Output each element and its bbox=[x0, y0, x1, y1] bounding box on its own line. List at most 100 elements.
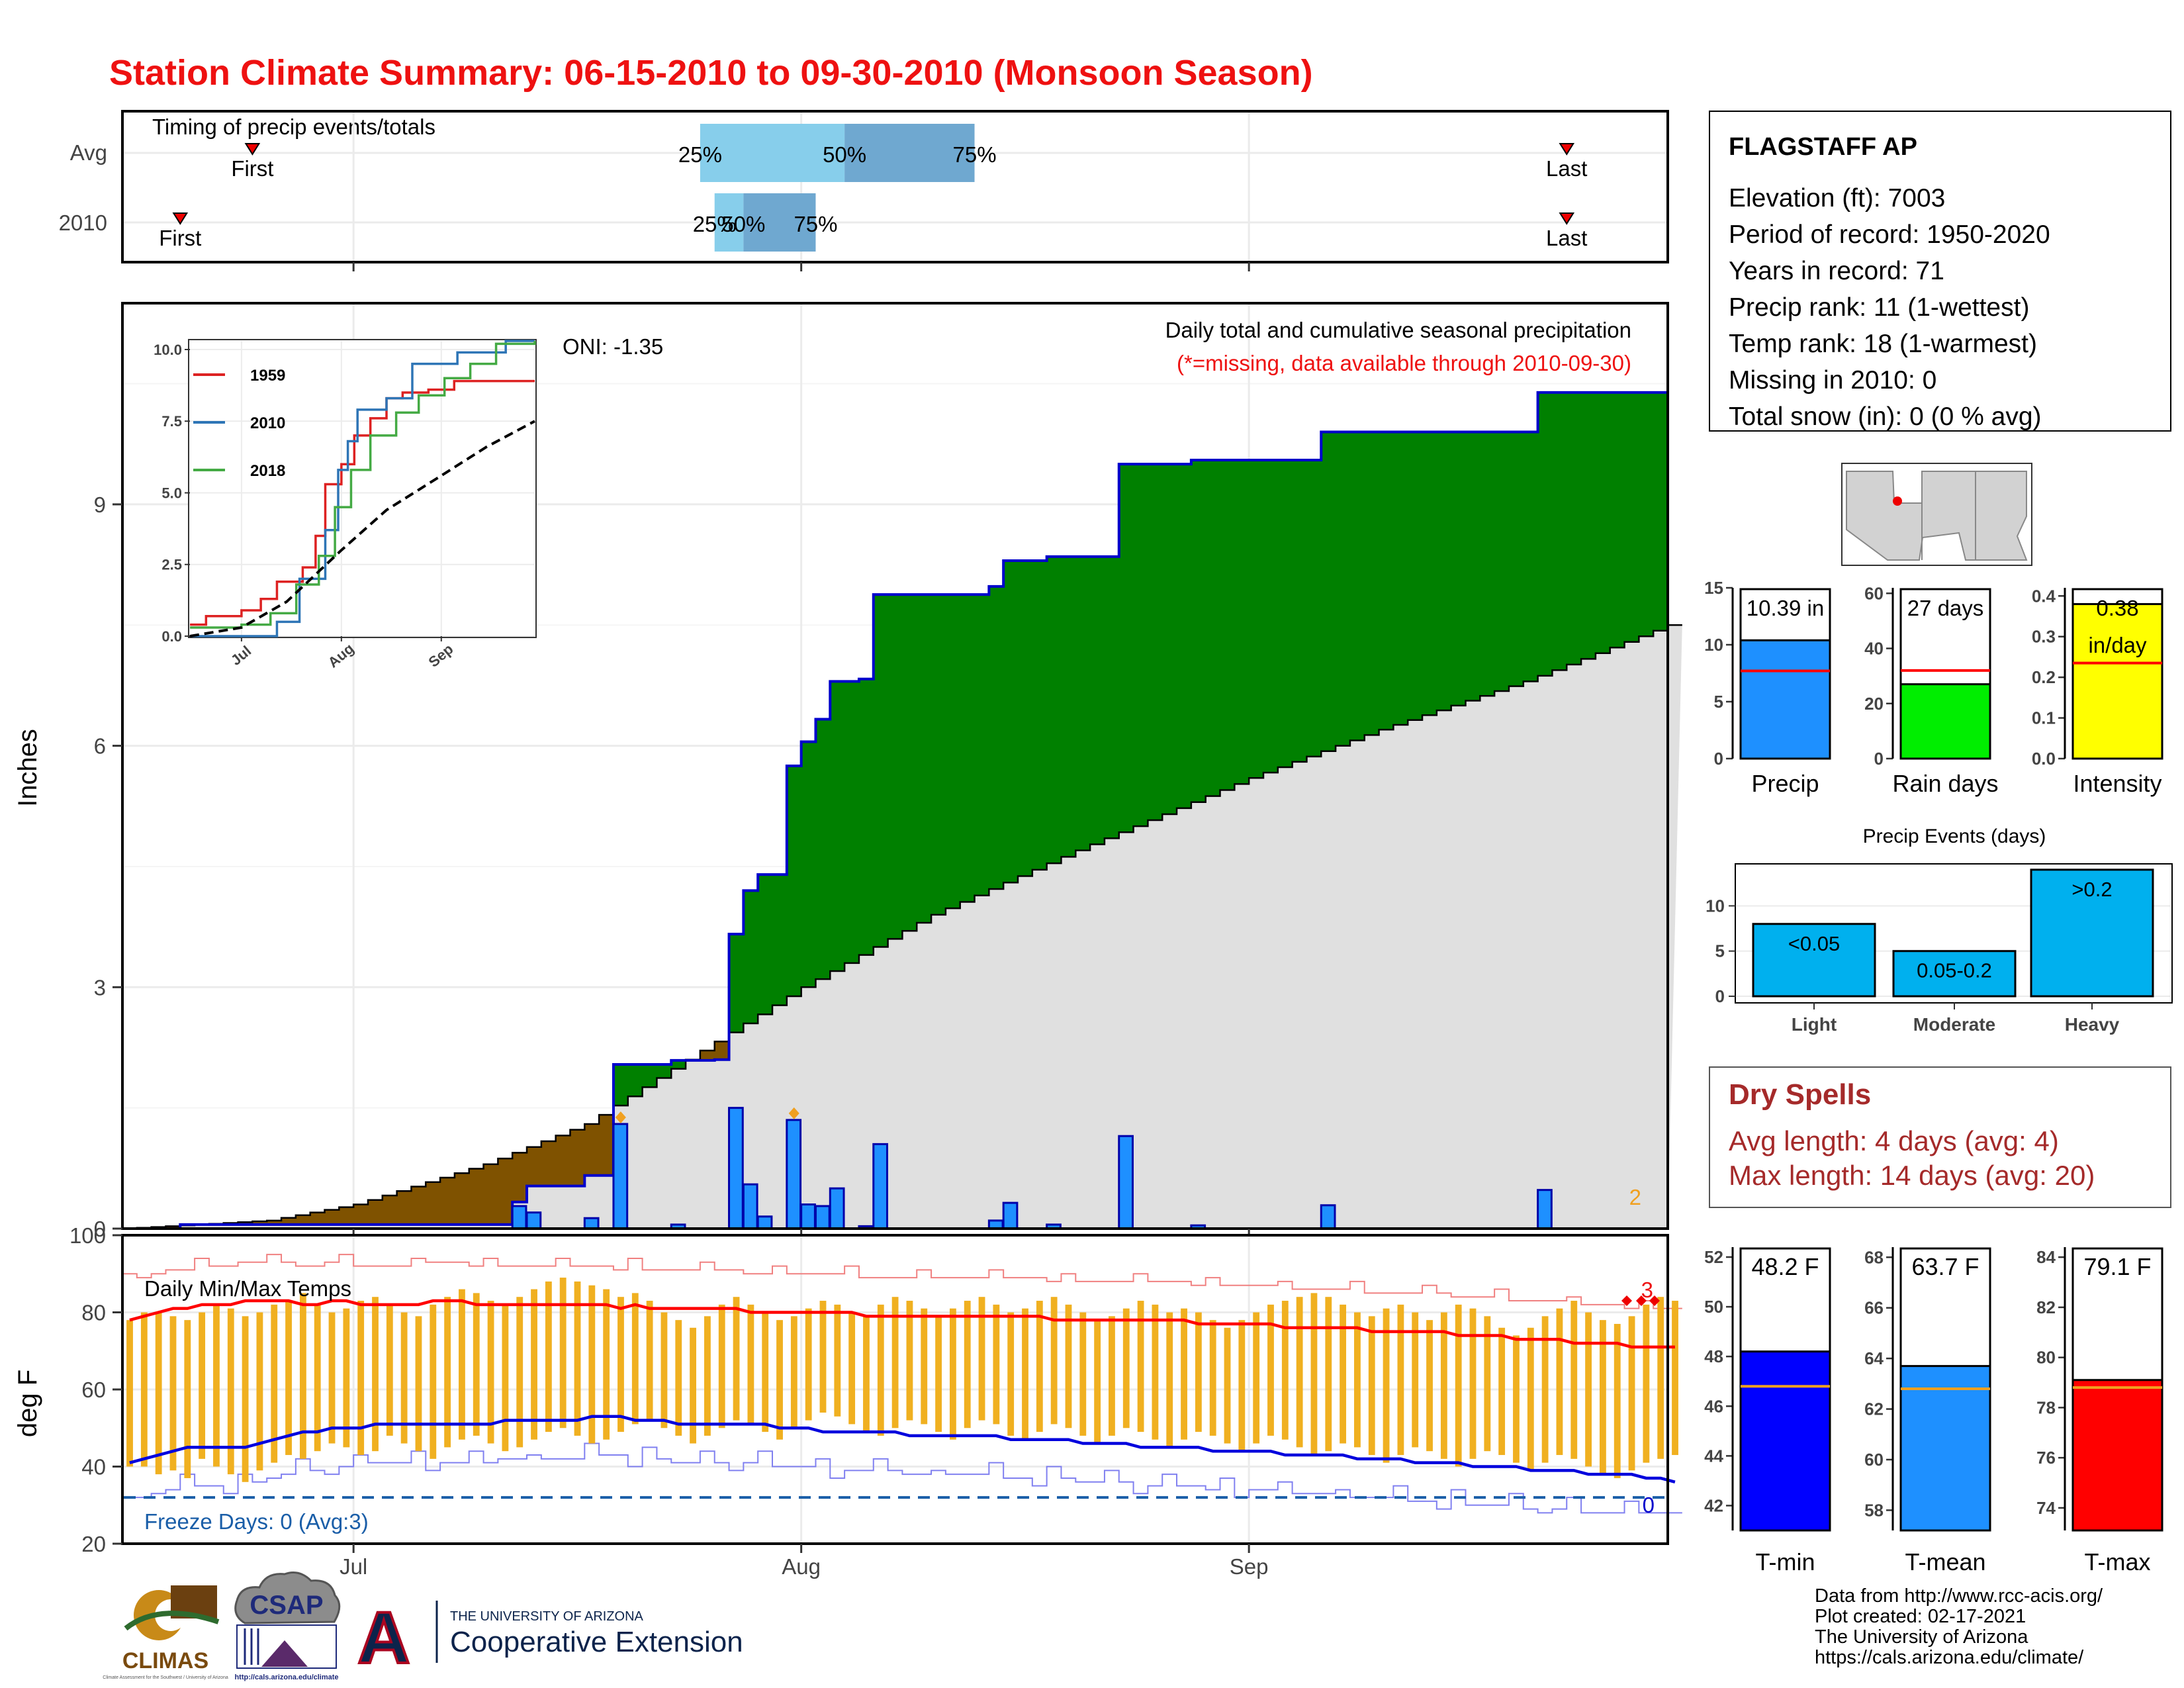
daily-temp-bar bbox=[516, 1297, 523, 1448]
temp-y-axis-label: deg F bbox=[13, 1370, 42, 1437]
daily-temp-bar bbox=[199, 1312, 206, 1459]
timing-avg-p25-label: 25% bbox=[678, 142, 722, 167]
tmean-mean-y-tick-label: 62 bbox=[1864, 1399, 1884, 1419]
freeze-days-label: Freeze Days: 0 (Avg:3) bbox=[144, 1509, 369, 1534]
temperature-means-panels: 42 44 46 48 50 52 48.2 F T-min 58 60 62 64 66 68 63.7 … bbox=[1704, 1247, 2163, 1575]
inset-series-line-2010 bbox=[190, 340, 535, 637]
university-of-arizona-logo: A THE UNIVERSITY OF ARIZONA Cooperative … bbox=[356, 1596, 743, 1680]
oni-label: ONI: -1.35 bbox=[563, 334, 663, 359]
tmean-mean-panel: 58 60 62 64 66 68 63.7 F T-mean bbox=[1864, 1247, 1991, 1575]
tmean-mean-y-tick-label: 58 bbox=[1864, 1500, 1884, 1520]
tmean-max-y-tick-label: 82 bbox=[2036, 1297, 2056, 1317]
date-x-tick-label: Aug bbox=[782, 1554, 821, 1579]
daily-temp-bar bbox=[502, 1304, 509, 1452]
daily-temp-bar bbox=[646, 1301, 653, 1421]
daily-temp-bar bbox=[1310, 1293, 1318, 1456]
daily-precip-bar bbox=[800, 1203, 816, 1230]
daily-temp-bar bbox=[906, 1301, 913, 1421]
average-cumulative-area bbox=[122, 625, 1682, 1229]
precip-events-title: Precip Events (days) bbox=[1863, 825, 2046, 847]
totals-intensity-panel: 0.0 0.1 0.2 0.3 0.4 0.38 in/day Intensity bbox=[2032, 586, 2163, 797]
events-bar-light bbox=[1752, 923, 1876, 998]
tmean-min-y-tick-label: 44 bbox=[1704, 1446, 1723, 1466]
timing-2010-first-marker bbox=[172, 212, 189, 225]
daily-temp-bar bbox=[531, 1289, 537, 1440]
cumulative-2010-line bbox=[122, 391, 1668, 1230]
daily-precip-bar bbox=[1537, 1189, 1553, 1230]
daily-temp-bar bbox=[1079, 1312, 1087, 1436]
timing-avg-iqr-low bbox=[700, 124, 845, 182]
events-category-label: Heavy bbox=[2065, 1014, 2120, 1035]
daily-temp-bar bbox=[1440, 1312, 1447, 1459]
daily-temp-bar bbox=[1238, 1320, 1246, 1452]
daily-temp-bar bbox=[660, 1312, 668, 1429]
daily-temp-bar bbox=[328, 1312, 336, 1444]
daily-temp-bar bbox=[891, 1297, 899, 1429]
climas-logo-sub: Climate Assessment for the Southwest / U… bbox=[103, 1675, 228, 1680]
precip-y-tick-label: 6 bbox=[94, 734, 106, 759]
timing-avg-last-label: Last bbox=[1546, 156, 1587, 181]
daily-temp-bar bbox=[314, 1304, 321, 1452]
events-y-tick-label: 10 bbox=[1706, 896, 1725, 915]
daily-temp-bar bbox=[169, 1316, 177, 1471]
totals-raindays-x-label: Rain days bbox=[1892, 770, 1998, 797]
record-max-envelope bbox=[122, 1254, 1682, 1309]
inset-series-line-1959 bbox=[190, 379, 535, 626]
precip-y-tick-label: 9 bbox=[94, 492, 106, 517]
climas-logo-text: CLIMAS bbox=[122, 1648, 208, 1673]
tmean-min-bar bbox=[1739, 1350, 1831, 1532]
daily-temp-bar bbox=[1585, 1312, 1592, 1467]
events-category-label: Light bbox=[1792, 1014, 1837, 1035]
daily-temp-bar bbox=[415, 1316, 422, 1452]
daily-temp-bar bbox=[1007, 1312, 1015, 1436]
daily-temp-bar bbox=[126, 1320, 133, 1467]
temp-y-tick-label: 20 bbox=[81, 1532, 106, 1556]
max-precip-marker bbox=[615, 1111, 626, 1123]
timing-2010-iqr-high bbox=[743, 193, 816, 252]
daily-temp-bar bbox=[1484, 1316, 1491, 1452]
tmean-max-y-tick-label: 74 bbox=[2036, 1498, 2056, 1518]
csap-logo-url: http://cals.arizona.edu/climate bbox=[234, 1673, 338, 1681]
daily-temp-bar bbox=[733, 1297, 740, 1421]
events-bar-label: >0.2 bbox=[2071, 878, 2112, 901]
daily-temp-bar bbox=[935, 1316, 942, 1432]
station-info-line: Temp rank: 18 (1-warmest) bbox=[1729, 330, 2037, 358]
events-y-tick-label: 5 bbox=[1715, 941, 1725, 961]
totals-intensity-y-tick-label: 0.2 bbox=[2032, 667, 2056, 687]
totals-raindays-y-tick-label: 0 bbox=[1874, 749, 1884, 769]
station-info-box: FLAGSTAFF AP Elevation (ft): 7003 Period … bbox=[1709, 111, 2171, 432]
daily-temp-bar bbox=[487, 1301, 494, 1444]
daily-temp-bar bbox=[877, 1304, 884, 1436]
daily-temp-bar bbox=[1354, 1312, 1361, 1448]
daily-temp-bar bbox=[1036, 1301, 1043, 1432]
timing-avg-last-marker bbox=[1559, 143, 1575, 156]
footer-credit-line: The University of Arizona bbox=[1815, 1626, 2028, 1648]
events-bar-moderate bbox=[1892, 950, 2017, 998]
inset-y-tick-label: 10.0 bbox=[154, 342, 182, 358]
precip-corner-count: 2 bbox=[1629, 1185, 1641, 1209]
daily-temp-bar bbox=[372, 1297, 379, 1452]
daily-temp-bar bbox=[1368, 1316, 1375, 1456]
daily-precip-bar bbox=[1320, 1204, 1336, 1230]
daily-temp-bar bbox=[1122, 1308, 1130, 1429]
daily-temp-bar bbox=[1325, 1297, 1332, 1452]
inset-series-line-2018 bbox=[190, 341, 536, 629]
daily-temp-bar bbox=[459, 1289, 465, 1440]
daily-temp-bar bbox=[1022, 1308, 1028, 1440]
tmean-mean-y-tick-label: 68 bbox=[1864, 1247, 1884, 1267]
totals-precip-y-tick-label: 5 bbox=[1714, 692, 1723, 712]
daily-temp-bar bbox=[1383, 1308, 1390, 1463]
tmean-mean-y-tick-label: 64 bbox=[1864, 1348, 1884, 1368]
daily-temp-bar bbox=[921, 1308, 928, 1425]
tmean-min-y-tick-label: 52 bbox=[1704, 1247, 1723, 1267]
totals-intensity-value-label-2: in/day bbox=[2088, 633, 2147, 657]
tmean-min-y-tick-label: 42 bbox=[1704, 1495, 1723, 1515]
daily-temp-bar bbox=[1643, 1304, 1650, 1463]
tmean-max-y-tick-label: 78 bbox=[2036, 1397, 2056, 1417]
footer-credit-line: https://cals.arizona.edu/climate/ bbox=[1815, 1647, 2084, 1668]
totals-raindays-y-tick-label: 40 bbox=[1864, 639, 1884, 659]
daily-temp-bar bbox=[386, 1304, 393, 1436]
daily-temp-bar bbox=[271, 1304, 278, 1463]
events-y-tick-label: 0 bbox=[1715, 986, 1725, 1006]
inset-average-line bbox=[189, 420, 535, 637]
